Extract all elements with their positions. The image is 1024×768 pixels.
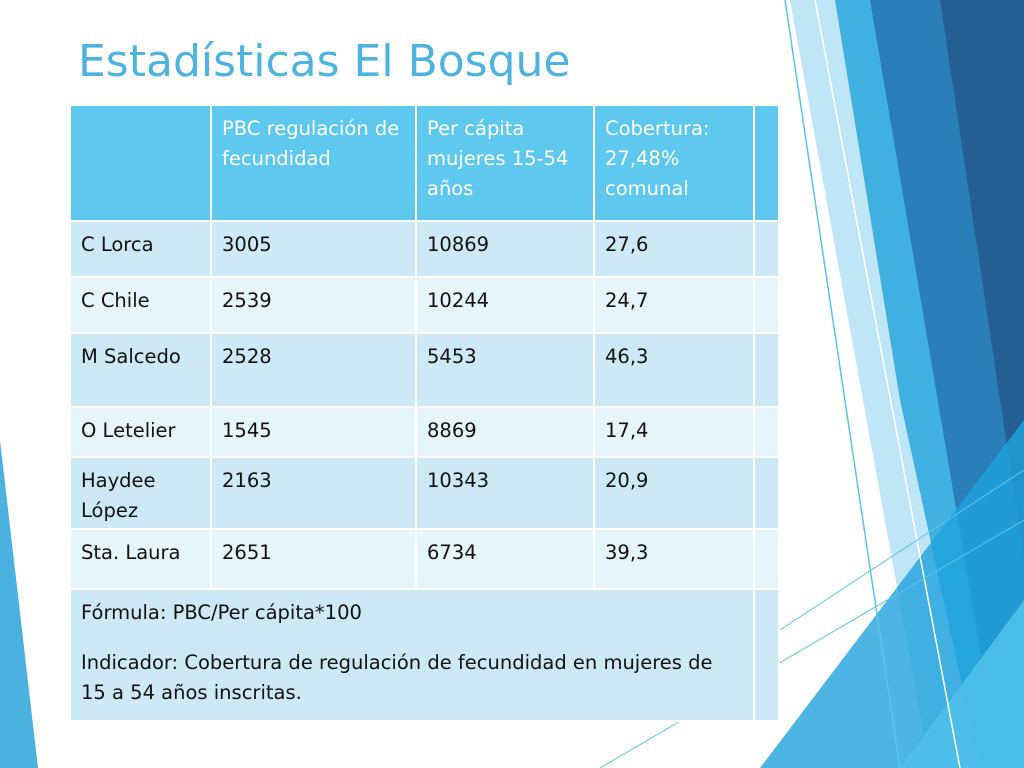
table-row: Sta. Laura 2651 6734 39,3 xyxy=(69,528,780,590)
slide-title: Estadísticas El Bosque xyxy=(78,36,571,87)
table-row: C Lorca 3005 10869 27,6 xyxy=(69,220,780,278)
table-cell: 46,3 xyxy=(593,332,755,408)
table-cell: 20,9 xyxy=(593,456,755,530)
header-cell xyxy=(69,104,212,222)
table-cell: 10343 xyxy=(415,456,595,530)
footer-cell xyxy=(753,588,780,722)
data-table: PBC regulación de fecundidad Per cápita … xyxy=(69,104,780,722)
table-cell xyxy=(753,528,780,590)
row-label: Sta. Laura xyxy=(69,528,212,590)
header-cell: Cobertura: 27,48% comunal xyxy=(593,104,755,222)
table-row: C Chile 2539 10244 24,7 xyxy=(69,276,780,334)
table-body: C Lorca 3005 10869 27,6 C Chile 2539 10244 24,7… xyxy=(69,220,780,590)
table-row: M Salcedo 2528 5453 46,3 xyxy=(69,332,780,408)
indicator: Indicador: Cobertura de regulación de fe… xyxy=(81,651,713,704)
header-cell: PBC regulación de fecundidad xyxy=(210,104,417,222)
row-label: C Chile xyxy=(69,276,212,334)
table-cell xyxy=(753,456,780,530)
table-cell: 2651 xyxy=(210,528,417,590)
table-row: Haydee López 2163 10343 20,9 xyxy=(69,456,780,530)
table-cell xyxy=(753,332,780,408)
table-cell: 1545 xyxy=(210,406,417,458)
table-row: O Letelier 1545 8869 17,4 xyxy=(69,406,780,458)
row-label: O Letelier xyxy=(69,406,212,458)
table-cell: 10244 xyxy=(415,276,595,334)
table-cell: 2528 xyxy=(210,332,417,408)
table-cell: 2539 xyxy=(210,276,417,334)
table-cell: 17,4 xyxy=(593,406,755,458)
table-cell: 3005 xyxy=(210,220,417,278)
table-cell xyxy=(753,406,780,458)
table-cell: 6734 xyxy=(415,528,595,590)
header-cell: Per cápita mujeres 15-54 años xyxy=(415,104,595,222)
footer-cell: Fórmula: PBC/Per cápita*100 Indicador: C… xyxy=(69,588,755,722)
row-label: M Salcedo xyxy=(69,332,212,408)
table-cell: 24,7 xyxy=(593,276,755,334)
table-cell: 5453 xyxy=(415,332,595,408)
header-row: PBC regulación de fecundidad Per cápita … xyxy=(69,104,780,222)
table-cell: 27,6 xyxy=(593,220,755,278)
table-cell: 2163 xyxy=(210,456,417,530)
table-cell: 10869 xyxy=(415,220,595,278)
table-cell xyxy=(753,276,780,334)
row-label: C Lorca xyxy=(69,220,212,278)
row-label: Haydee López xyxy=(69,456,212,530)
table-cell: 8869 xyxy=(415,406,595,458)
header-cell xyxy=(753,104,780,222)
table-cell xyxy=(753,220,780,278)
formula: Fórmula: PBC/Per cápita*100 xyxy=(81,601,362,624)
table-cell: 39,3 xyxy=(593,528,755,590)
footer-row: Fórmula: PBC/Per cápita*100 Indicador: C… xyxy=(69,588,780,722)
